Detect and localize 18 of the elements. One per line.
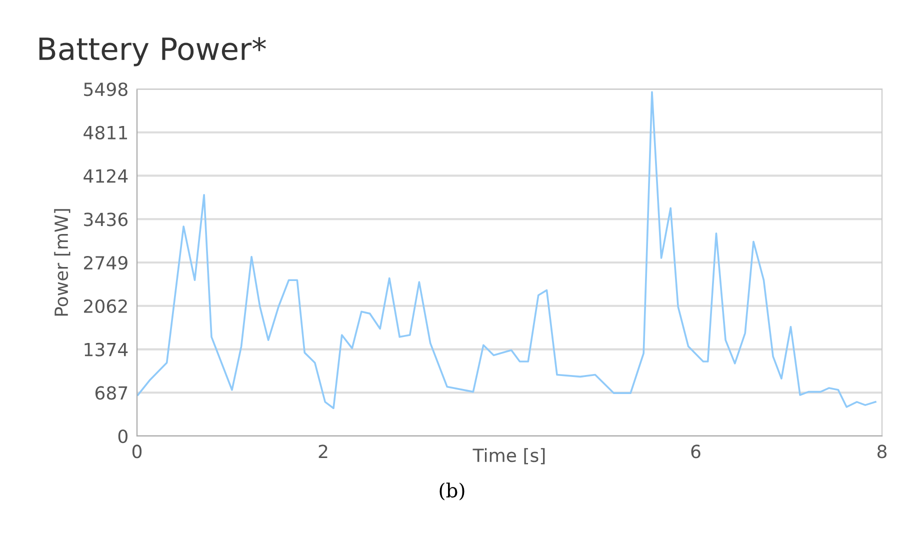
y-tick-label: 4811 xyxy=(84,126,127,140)
y-tick-label: 4124 xyxy=(84,169,128,183)
y-tick-label: 5498 xyxy=(84,82,128,96)
x-tick-label: 8 xyxy=(877,444,887,458)
x-tick-label: 0 xyxy=(132,444,142,458)
y-tick-label: 687 xyxy=(95,386,128,400)
y-tick-label: 3436 xyxy=(84,212,128,226)
y-axis-title: Power [mW] xyxy=(54,209,70,316)
x-axis-title: Time [s] xyxy=(472,448,545,464)
y-tick-label: 2749 xyxy=(84,256,128,270)
y-tick-label: 1374 xyxy=(84,342,128,356)
line-series xyxy=(137,91,876,410)
x-tick-label: 2 xyxy=(318,444,328,458)
y-tick-label: 2062 xyxy=(84,299,127,313)
text: (b) xyxy=(440,482,464,500)
chart-title: Battery Power* xyxy=(39,37,266,66)
x-tick-label: 6 xyxy=(691,444,700,458)
y-tick-label: 0 xyxy=(118,429,128,444)
